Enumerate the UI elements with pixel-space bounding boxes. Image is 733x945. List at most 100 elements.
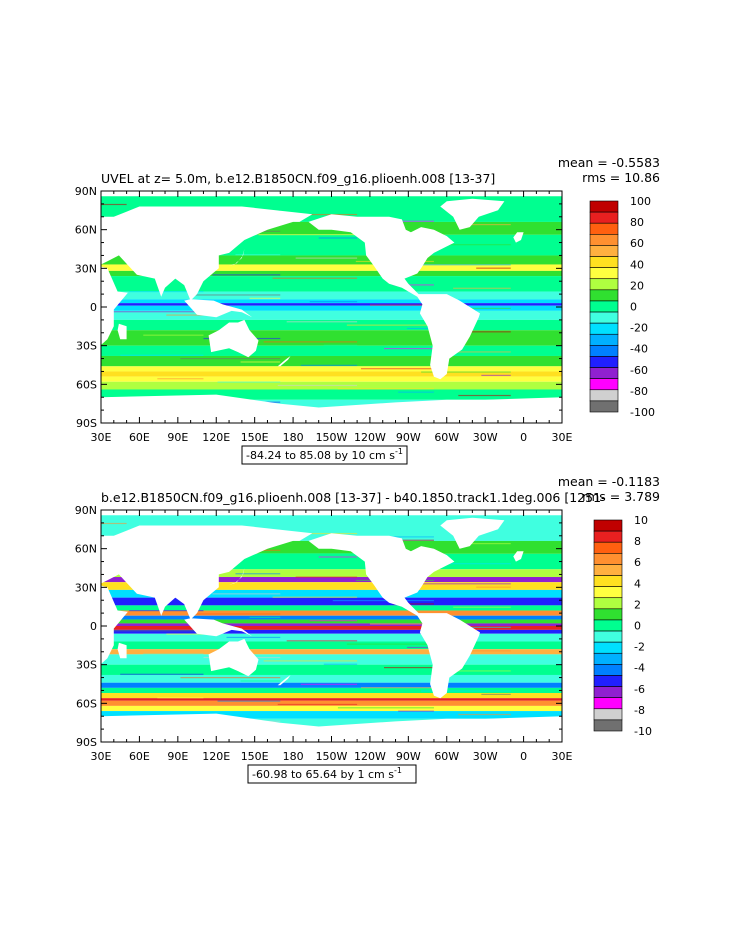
x-tick-label: 90W [396, 750, 421, 763]
colorbar: 100 80 60 40 20 0 -20 -40 -60 -80 -100 [589, 195, 655, 419]
colorbar-label: -8 [634, 704, 645, 717]
x-tick-label: 30E [91, 431, 112, 444]
x-tick-label: 30E [552, 750, 573, 763]
colorbar-swatch [593, 719, 623, 732]
x-tick-label: 60E [129, 431, 150, 444]
y-tick-label: 60S [76, 697, 97, 710]
mean-label: mean = -0.5583 [558, 155, 660, 170]
x-tick-label: 0 [520, 750, 527, 763]
colorbar-swatch [593, 608, 623, 621]
y-tick-label: 30N [75, 581, 97, 594]
x-tick-label: 150W [316, 750, 348, 763]
colorbar-label: -6 [634, 683, 645, 696]
colorbar-swatch [593, 564, 623, 576]
colorbar-label: 0 [630, 301, 637, 314]
y-tick-label: 0 [90, 620, 97, 633]
colorbar-swatch [589, 234, 619, 246]
y-tick-label: 90N [75, 504, 97, 517]
colorbar-label: 40 [630, 258, 644, 271]
colorbar-label: 0 [634, 620, 641, 633]
mean-label: mean = -0.1183 [558, 474, 660, 489]
x-tick-label: 30W [473, 431, 498, 444]
y-tick-label: 30S [76, 659, 97, 672]
colorbar-swatch [593, 530, 623, 543]
colorbar-label: -2 [634, 641, 645, 654]
panel-title: b.e12.B1850CN.f09_g16.plioenh.008 [13-37… [101, 490, 606, 505]
colorbar-swatch [593, 641, 623, 654]
contour-range-box: -60.98 to 65.64 by 1 cm s-1 [247, 764, 417, 784]
y-tick-label: 60S [76, 378, 97, 391]
x-tick-label: 90E [167, 431, 188, 444]
colorbar-swatch [593, 575, 623, 587]
x-tick-label: 180 [283, 431, 304, 444]
map-panel-1: 30E 60E 90E 120E 150E 180 150W 120W 90W 60W 30W 0 30… [75, 155, 660, 465]
y-tick-label: 90S [76, 736, 97, 749]
colorbar-swatch [593, 619, 623, 632]
range-label: -84.24 to 85.08 by 10 cm s-1 [246, 447, 403, 462]
colorbar-label: 2 [634, 598, 641, 611]
colorbar-label: 10 [634, 514, 648, 527]
colorbar-swatch [589, 333, 619, 346]
x-tick-label: 30E [552, 431, 573, 444]
colorbar-swatch [593, 708, 623, 721]
colorbar-label: 4 [634, 577, 641, 590]
x-tick-label: 150E [241, 750, 269, 763]
x-tick-label: 60W [434, 750, 459, 763]
colorbar-swatch [589, 356, 619, 368]
colorbar-label: -40 [630, 343, 648, 356]
colorbar-label: 6 [634, 556, 641, 569]
map-panel-2: 30E 60E 90E 120E 150E 180 150W 120W 90W 60W 30W 0 30… [75, 474, 660, 784]
x-tick-label: 150E [241, 431, 269, 444]
x-tick-label: 150W [316, 431, 348, 444]
colorbar-swatch [589, 278, 619, 291]
colorbar-swatch [589, 311, 619, 324]
x-tick-label: 120E [202, 750, 230, 763]
x-tick-label: 30E [91, 750, 112, 763]
range-text: -60.98 to 65.64 by 1 cm s [252, 768, 394, 781]
y-tick-label: 0 [90, 301, 97, 314]
colorbar: 10 8 6 4 2 0 -2 -4 -6 -8 -10 [593, 514, 652, 738]
y-tick-label: 90S [76, 417, 97, 430]
x-tick-label: 0 [520, 431, 527, 444]
x-tick-label: 90W [396, 431, 421, 444]
colorbar-swatch [593, 541, 623, 554]
range-units-superscript: -1 [394, 766, 402, 775]
colorbar-swatch [593, 675, 623, 687]
y-tick-label: 30S [76, 340, 97, 353]
colorbar-swatch [593, 553, 623, 565]
colorbar-swatch [593, 597, 623, 610]
colorbar-swatch [589, 211, 619, 224]
colorbar-swatch [589, 245, 619, 257]
colorbar-label: -100 [630, 406, 655, 419]
colorbar-swatch [593, 519, 623, 532]
colorbar-swatch [593, 652, 623, 665]
colorbar-swatch [593, 664, 623, 676]
colorbar-label: -10 [634, 725, 652, 738]
colorbar-swatch [589, 222, 619, 235]
colorbar-swatch [593, 586, 623, 599]
colorbar-swatch [589, 389, 619, 402]
colorbar-label: 100 [630, 195, 651, 208]
rms-label: rms = 3.789 [582, 489, 660, 504]
colorbar-swatch [593, 630, 623, 643]
colorbar-label: -60 [630, 364, 648, 377]
x-tick-label: 30W [473, 750, 498, 763]
colorbar-swatch [589, 200, 619, 213]
colorbar-swatch [589, 267, 619, 280]
y-tick-label: 60N [75, 224, 97, 237]
x-tick-label: 120W [354, 431, 386, 444]
x-tick-label: 90E [167, 750, 188, 763]
x-tick-label: 60W [434, 431, 459, 444]
range-units-superscript: -1 [395, 447, 403, 456]
panel-title: UVEL at z= 5.0m, b.e12.B1850CN.f09_g16.p… [101, 171, 495, 186]
y-tick-label: 30N [75, 262, 97, 275]
colorbar-swatch [589, 345, 619, 357]
colorbar-swatch [593, 686, 623, 698]
colorbar-swatch [589, 289, 619, 302]
colorbar-label: -80 [630, 385, 648, 398]
contour-range-box: -84.24 to 85.08 by 10 cm s-1 [241, 445, 408, 465]
colorbar-swatch [589, 300, 619, 313]
colorbar-swatch [589, 367, 619, 379]
colorbar-label: -4 [634, 662, 645, 675]
